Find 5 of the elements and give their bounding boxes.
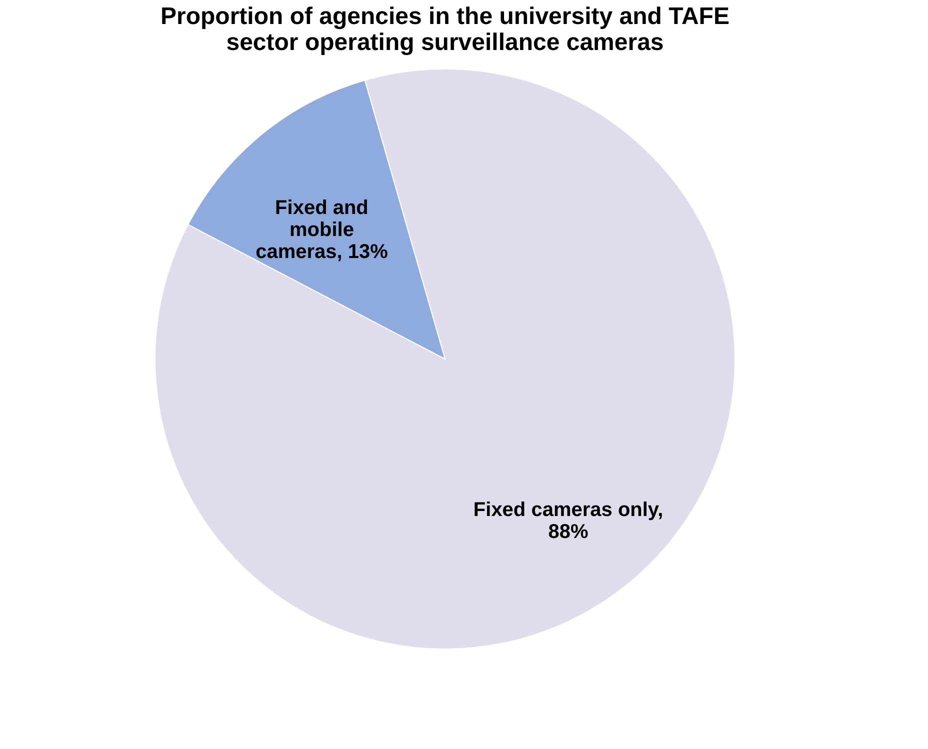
- slice-label: Fixed and mobile cameras, 13%: [256, 196, 388, 263]
- slice-label: Fixed cameras only, 88%: [473, 499, 664, 544]
- pie-slice: [188, 80, 446, 360]
- pie-slice: [154, 68, 735, 650]
- chart-title: Proportion of agencies in the university and TAFE sector operating surveillance cameras: [160, 3, 730, 56]
